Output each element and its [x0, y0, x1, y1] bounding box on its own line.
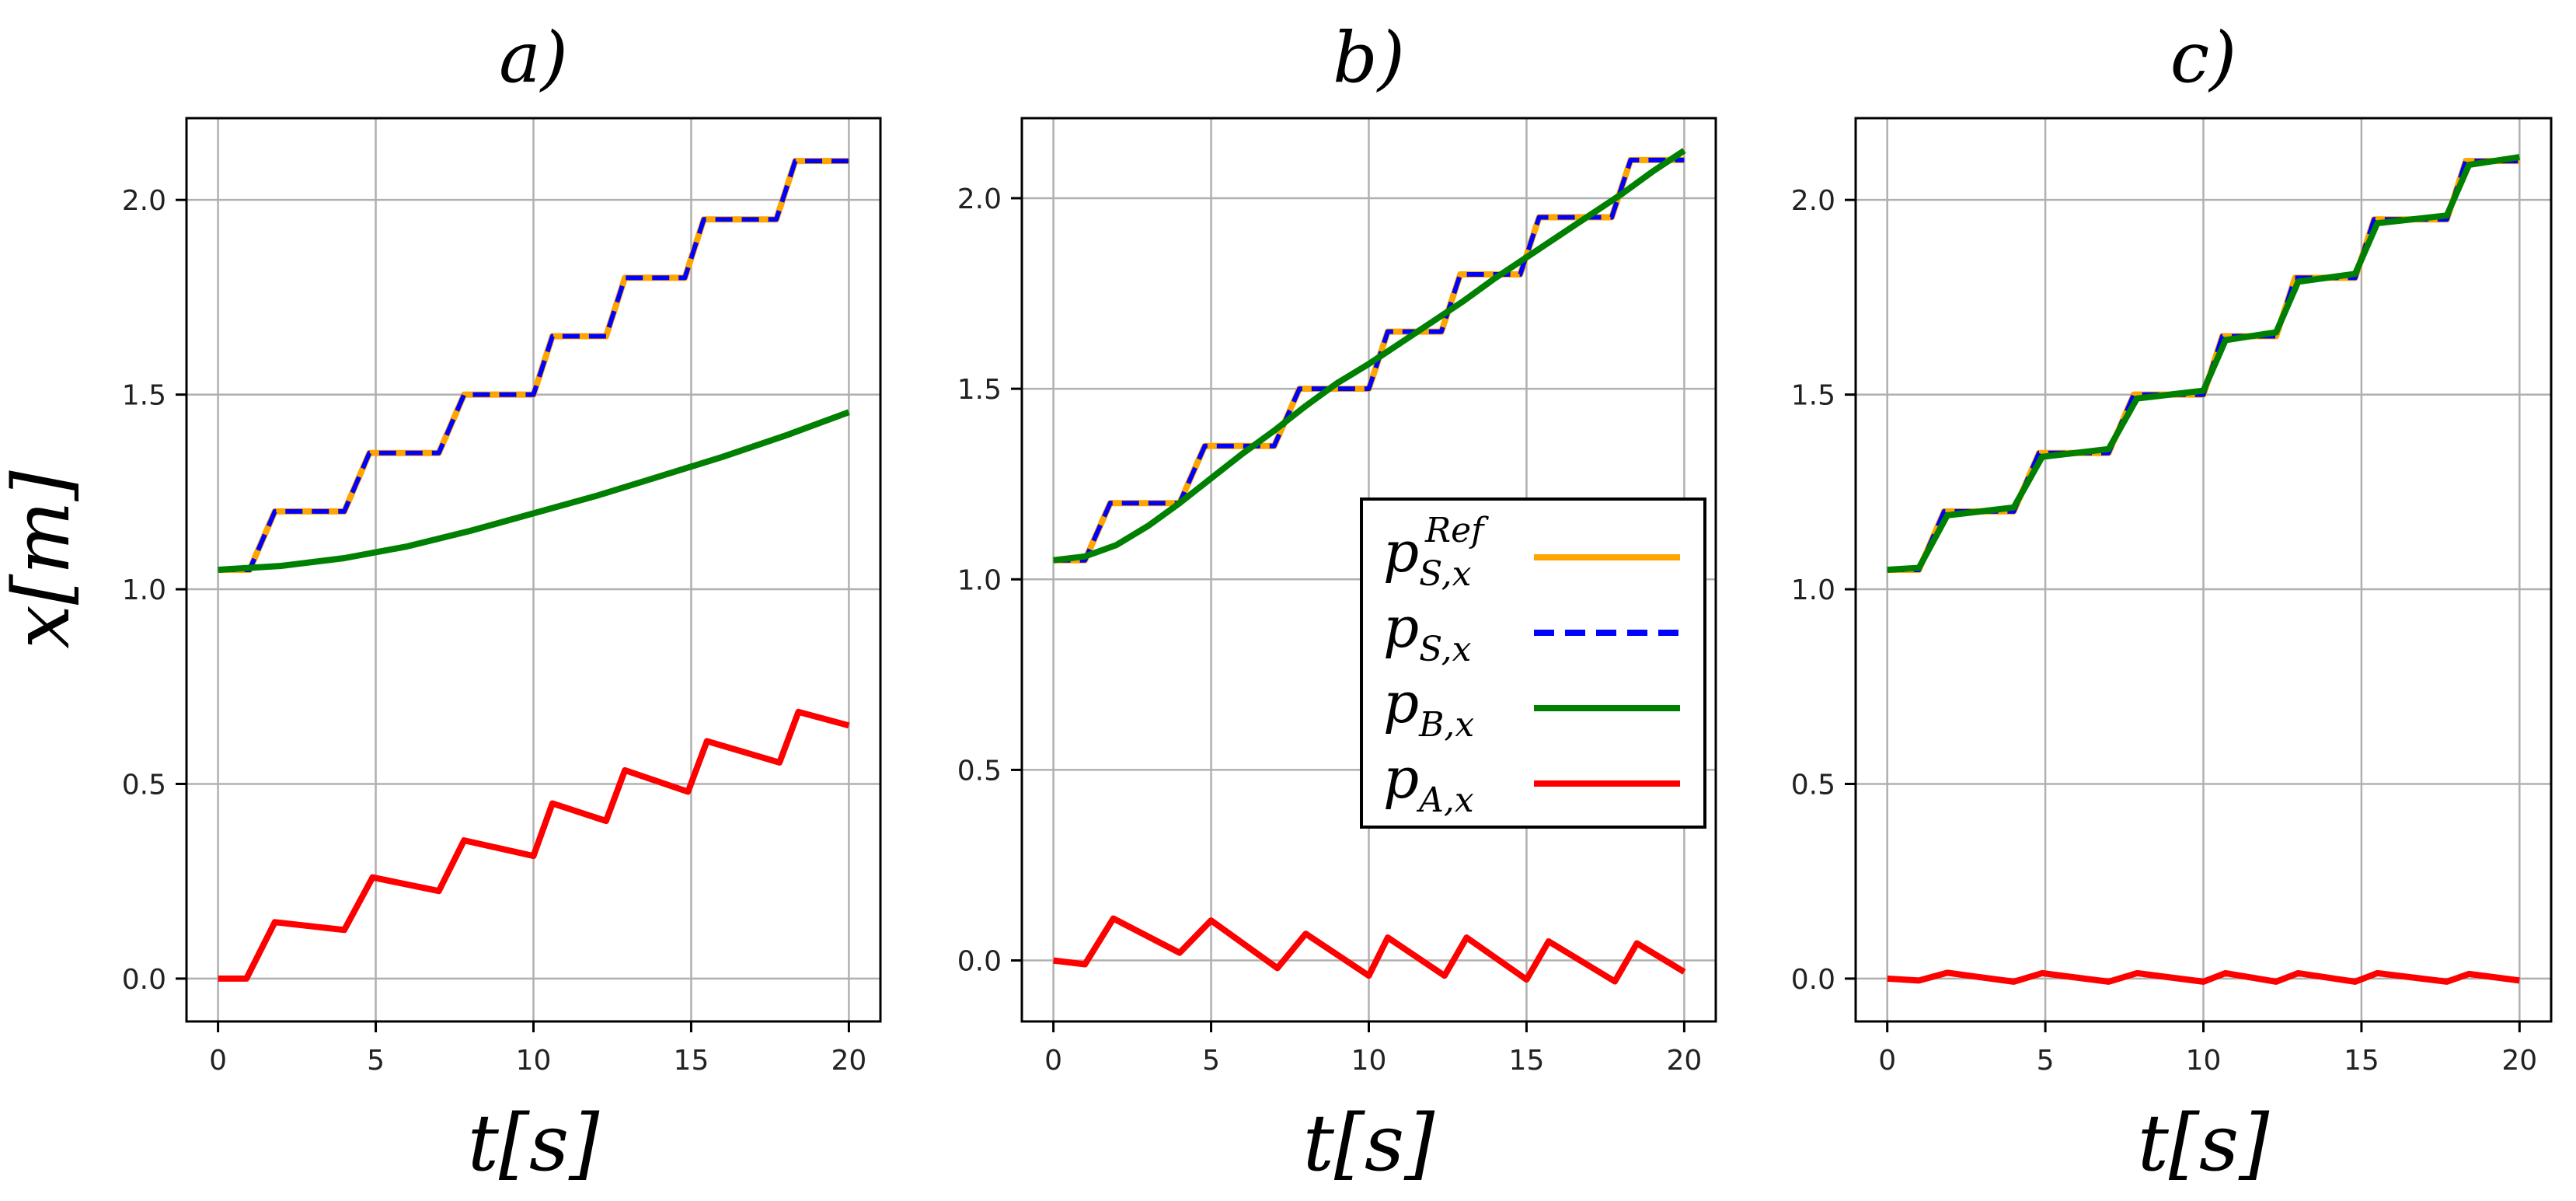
legend-label-superscript: Ref: [1424, 511, 1489, 550]
series-line-pbx: [1053, 148, 1686, 564]
y-tick-label: 1.5: [1791, 380, 1835, 412]
x-tick-label: 10: [2186, 1045, 2222, 1077]
x-tick-label: 0: [1044, 1045, 1062, 1077]
x-tick-label: 20: [831, 1045, 867, 1077]
series-line-pax: [1053, 915, 1686, 985]
x-tick-label: 10: [1351, 1045, 1387, 1077]
y-tick-label: 1.0: [122, 574, 166, 606]
y-tick-label: 0.0: [1791, 964, 1835, 996]
x-tick-label: 10: [516, 1045, 552, 1077]
panel-title: b): [1333, 17, 1405, 99]
y-tick-label: 1.5: [122, 380, 166, 412]
x-tick-label: 0: [1878, 1045, 1896, 1077]
panel-title: c): [2170, 17, 2237, 99]
x-tick-label: 15: [2344, 1045, 2379, 1077]
y-tick-label: 1.5: [957, 374, 1002, 406]
x-axis-label: t[s]: [1303, 1098, 1436, 1189]
plot-area: [1887, 154, 2520, 985]
y-tick-label: 0.0: [122, 964, 166, 996]
legend-box: [1360, 498, 1706, 829]
y-tick-label: 1.0: [957, 564, 1002, 596]
x-tick-label: 15: [674, 1045, 709, 1077]
x-tick-label: 0: [209, 1045, 227, 1077]
y-tick-label: 0.5: [122, 769, 166, 801]
plot-area: [1053, 148, 1686, 985]
y-tick-label: 1.0: [1791, 574, 1835, 606]
y-tick-label: 2.0: [957, 183, 1002, 215]
y-tick-label: 2.0: [122, 185, 166, 217]
series-line-pbx: [218, 409, 850, 573]
y-axis-label: x[m]: [0, 470, 87, 648]
x-axis-label: t[s]: [468, 1098, 601, 1189]
legend-label: pA,x: [1383, 745, 1474, 820]
series-line-psx: [218, 159, 849, 572]
series-line-pax: [218, 708, 850, 982]
x-tick-label: 15: [1509, 1045, 1545, 1077]
y-tick-label: 0.0: [957, 946, 1002, 978]
y-tick-label: 0.5: [957, 755, 1002, 787]
panel-a: 0 5 10 15 20 0.0 0.5 1.0 1.5 2.0 a) t[s]: [122, 17, 882, 1189]
y-tick-label: 0.5: [1791, 769, 1835, 801]
x-tick-label: 20: [2501, 1045, 2537, 1077]
series-line-pax: [1887, 969, 2520, 985]
x-tick-label: 5: [367, 1045, 385, 1077]
x-tick-label: 20: [1667, 1045, 1703, 1077]
plot-area: [218, 158, 850, 982]
panel-c: 0 5 10 15 20 0.0 0.5 1.0 1.5 2.0 c) t[s]: [1791, 17, 2553, 1189]
panel-b: 0 5 10 15 20 0.0 0.5 1.0 1.5 2.0 b) t[s]: [957, 17, 1717, 1189]
x-tick-label: 5: [2037, 1045, 2055, 1077]
x-axis-label: t[s]: [2138, 1098, 2271, 1189]
x-tick-label: 5: [1202, 1045, 1220, 1077]
panel-title: a): [499, 17, 568, 99]
series-line-pbx: [1887, 154, 2520, 573]
y-tick-label: 2.0: [1791, 185, 1835, 217]
